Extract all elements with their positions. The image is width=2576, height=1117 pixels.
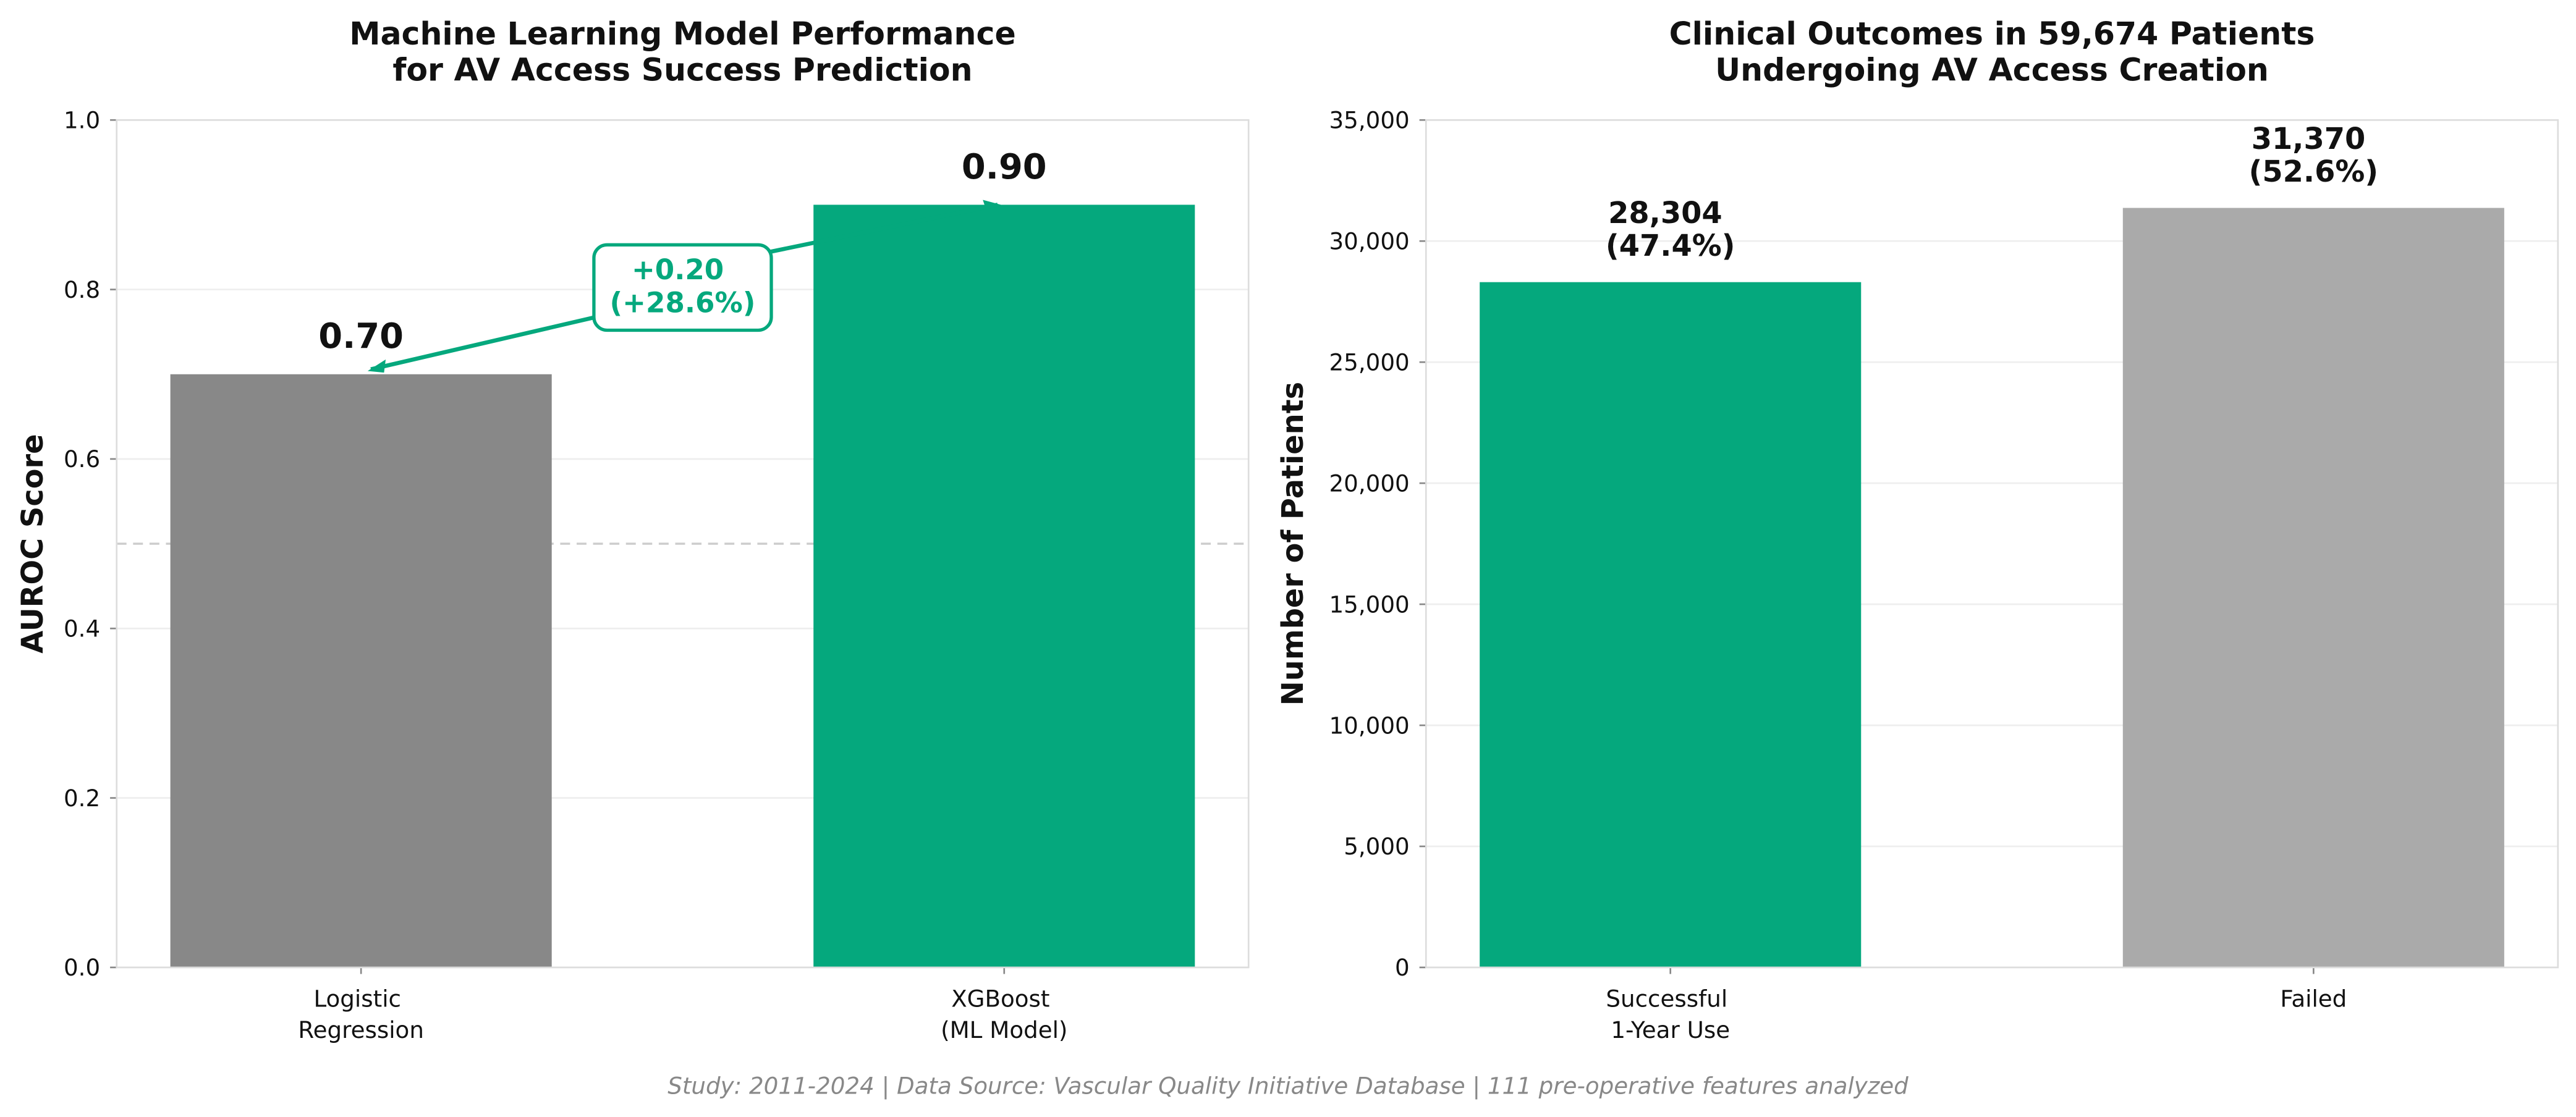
bar [2122,208,2504,967]
y-tick-label: 0.6 [64,445,100,473]
y-tick-label: 25,000 [1329,348,1410,376]
annotation: +0.20 (+28.6%) [610,253,756,319]
annotation-arrow [748,203,998,259]
value-label: 31,370 (52.6%) [2249,122,2379,189]
plot-frame [1425,119,2559,969]
value-label: 28,304 (47.4%) [1606,196,1735,263]
y-axis-label: AUROC Score [16,434,50,653]
chart: Clinical Outcomes in 59,674 PatientsUnde… [1276,15,2559,1044]
x-tick-label: XGBoost (ML Model) [941,985,1067,1044]
y-tick-label: 35,000 [1329,107,1410,134]
footer: Study: 2011-2024 | Data Source: Vascular… [667,1073,1909,1100]
value-label: 0.90 [962,147,1047,187]
y-tick-label: 1.0 [64,107,100,134]
chart-title: Clinical Outcomes in 59,674 Patients [1669,15,2315,52]
value-label: 0.70 [318,316,404,356]
chart-title: Machine Learning Model Performance [349,15,1015,52]
bar [170,374,552,967]
annotation-box [592,243,773,332]
x-tick-label: Failed [2280,985,2347,1013]
y-tick-label: 30,000 [1329,228,1410,255]
annotation-arrow [370,310,617,372]
arrow-head [367,359,386,373]
x-tick-label: Logistic Regression [298,985,423,1044]
bar [813,204,1195,967]
bar [1480,282,1862,967]
y-tick-label: 10,000 [1329,712,1410,739]
y-tick-label: 0 [1395,954,1410,981]
y-tick-label: 20,000 [1329,470,1410,497]
y-tick-label: 15,000 [1329,591,1410,618]
chart-title: Undergoing AV Access Creation [1715,51,2269,88]
arrow-head [983,200,1001,210]
y-tick-label: 0.2 [64,785,100,812]
x-tick-label: Successful 1-Year Use [1606,985,1735,1044]
plot-frame [116,119,1250,969]
chart-title: for AV Access Success Prediction [392,51,972,88]
y-tick-label: 0.8 [64,276,100,303]
y-tick-label: 0.0 [64,954,100,981]
y-tick-label: 5,000 [1344,833,1410,860]
y-axis-label: Number of Patients [1276,382,1310,706]
y-tick-label: 0.4 [64,615,100,643]
